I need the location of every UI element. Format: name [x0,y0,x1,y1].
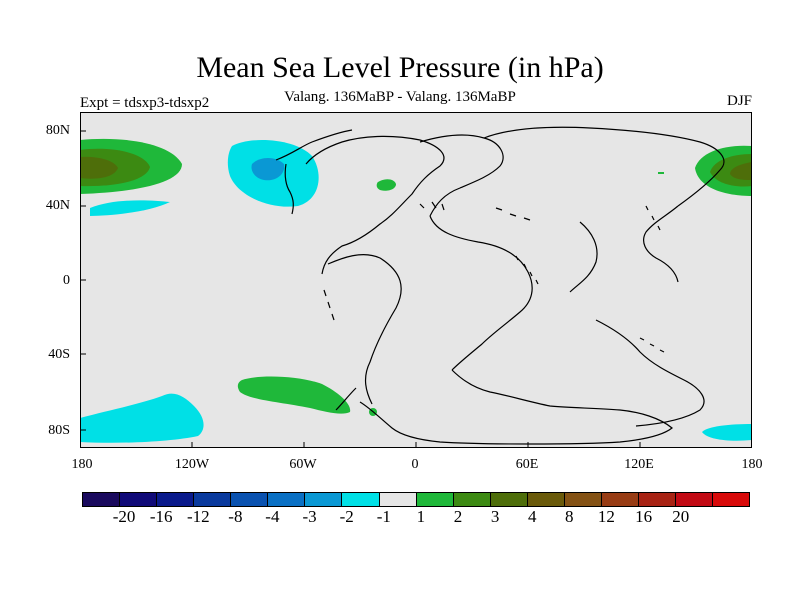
x-tick-label-60e: 60E [515,457,539,472]
colorbar-cell-5 [231,493,269,506]
coastline-south-pacific-arc [335,387,357,411]
y-tick-label-80s: 80S [48,423,70,438]
colorbar-cell-10 [416,493,454,506]
colorbar-cell-1 [83,493,121,506]
colorbar-label-9: 1 [416,507,426,526]
colorbar-label-11: 3 [490,507,500,526]
map-subtitle: Valang. 136MaBP - Valang. 136MaBP [284,89,516,105]
y-tick-label-80n: 80N [45,123,70,138]
coastline-pacific-north [275,129,353,161]
coastline-island-group-4 [639,337,665,353]
anomaly-region-npacific-west-level-4 [80,156,118,179]
coastline-india [569,221,598,293]
anomaly-region-se-edge-level-minus1 [702,424,752,441]
colorbar-cell-3 [157,493,195,506]
pressure-map [80,112,752,448]
colorbar-label-2: -16 [149,507,173,526]
colorbar-cell-15 [601,493,639,506]
colorbar-label-7: -2 [339,507,354,526]
coastline-island-group-2 [495,207,531,221]
season-label: DJF [726,93,752,109]
colorbar-label-14: 12 [597,507,615,526]
anomaly-region-eurasia-east-level-4 [730,162,752,180]
coastline-eurasia-north [419,134,504,217]
colorbar-label-3: -12 [186,507,210,526]
x-tick-label-60w: 60W [289,457,317,472]
colorbar-cell-18 [713,493,750,506]
coastline-island-group-5 [323,289,335,321]
colorbar-label-6: -3 [302,507,317,526]
anomaly-region-npacific-band-level-minus1 [90,200,170,216]
coastline-island-group-6 [645,205,661,231]
colorbar-label-10: 2 [453,507,463,526]
anomaly-region-spacific-level-minus1 [80,393,204,443]
colorbar-label-1: -20 [112,507,136,526]
map-ticks [80,130,641,448]
colorbar-cell-8 [342,493,380,506]
x-tick-label-0: 0 [411,457,419,472]
x-tick-label-180e: 180 [741,457,763,472]
coastline-south-america [327,254,402,405]
anomaly-fill-layer [80,138,752,443]
colorbar-cell-12 [490,493,528,506]
colorbar-label-13: 8 [565,507,574,526]
colorbar [82,492,750,507]
coastline-eurasia-central [483,126,725,207]
anomaly-speck-level-2 [658,172,664,174]
coastline-island-group-1 [419,201,445,211]
colorbar-label-15: 16 [635,507,653,526]
anomaly-region-satlantic-level-2 [237,376,351,414]
ocean-background [80,112,752,448]
x-tick-label-120e: 120E [624,457,654,472]
y-tick-label-40s: 40S [48,347,70,362]
coastline-africa [429,215,533,371]
anomaly-region-npacific-east-level-minus2 [251,158,285,181]
coastline-island-group-3 [515,255,539,285]
colorbar-cell-9 [379,493,417,506]
coastline-north-america [305,135,445,275]
colorbar-label-8: -1 [376,507,391,526]
colorbar-cell-6 [268,493,306,506]
colorbar-cell-14 [564,493,602,506]
experiment-label: Expt = tdsxp3-tdsxp2 [80,95,210,111]
colorbar-cell-16 [638,493,676,506]
colorbar-cell-17 [676,493,714,506]
map-title: Mean Sea Level Pressure (in hPa) [196,51,604,84]
y-tick-label-0: 0 [63,273,70,288]
coastline-layer [275,126,725,445]
colorbar-label-12: 4 [527,507,537,526]
coastline-australia [595,319,705,427]
colorbar-cell-11 [453,493,491,506]
coastline-antarctica [359,369,673,445]
colorbar-cell-7 [305,493,343,506]
colorbar-cell-2 [120,493,158,506]
x-tick-label-180w: 180 [71,457,93,472]
x-tick-label-120w: 120W [174,457,210,472]
coastline-asia-east [643,205,679,283]
colorbar-label-16: 20 [672,507,690,526]
colorbar-label-4: -8 [228,507,243,526]
y-tick-label-40n: 40N [45,198,70,213]
colorbar-cell-4 [194,493,232,506]
colorbar-cell-13 [527,493,565,506]
colorbar-label-5: -4 [265,507,280,526]
coastline-west-america [284,163,294,215]
anomaly-region-natlantic-blob-level-2 [376,179,396,191]
